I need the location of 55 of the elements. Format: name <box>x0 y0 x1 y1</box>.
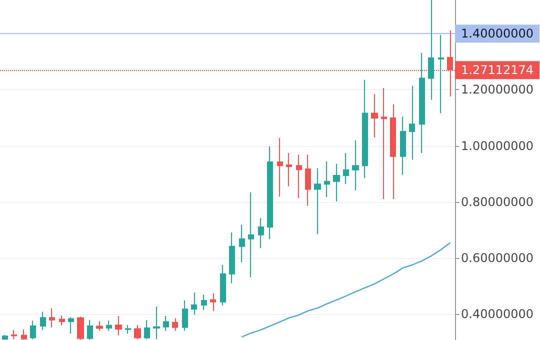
candlestick <box>144 320 150 340</box>
candlestick <box>409 85 415 160</box>
candlestick <box>96 320 103 332</box>
candlestick <box>267 146 273 240</box>
candlestick <box>296 154 302 199</box>
candlestick <box>115 316 122 336</box>
candlestick <box>419 52 425 154</box>
y-tick-label: 1.00000000 <box>461 138 534 153</box>
candlestick <box>333 163 340 202</box>
candlestick <box>134 324 141 340</box>
candlestick <box>438 34 444 114</box>
candlestick <box>239 224 245 263</box>
candlestick <box>390 104 396 200</box>
candlestick <box>106 320 112 332</box>
candlestick <box>248 192 254 278</box>
candlestick <box>40 311 46 330</box>
candlestick <box>210 292 216 312</box>
candlestick <box>77 316 84 340</box>
candlestick <box>352 140 359 191</box>
candlestick <box>381 88 387 200</box>
candlestick <box>172 318 178 332</box>
candlestick <box>400 116 406 176</box>
candlestick <box>428 0 434 100</box>
candlestick <box>49 308 55 328</box>
y-tick-label: 0.80000000 <box>461 194 534 209</box>
candlestick <box>258 218 264 249</box>
candlestick <box>229 232 235 284</box>
candlestick <box>125 324 131 334</box>
candlestick <box>59 315 65 326</box>
candlestick <box>324 160 330 198</box>
candlestick <box>305 154 311 206</box>
candlestick <box>21 328 27 340</box>
candlestick <box>277 137 283 197</box>
candlestick <box>343 152 349 185</box>
candlestick <box>286 152 292 187</box>
candlestick <box>201 294 207 311</box>
candlestick <box>153 306 160 340</box>
candlestick <box>362 79 368 178</box>
ref-line-label: 1.40000000 <box>461 26 534 41</box>
candlestick <box>30 320 36 340</box>
candlestick <box>2 334 8 340</box>
candlestick <box>163 315 169 332</box>
ref-line-label: 1.27112174 <box>461 63 534 78</box>
candlestick <box>87 319 93 340</box>
y-tick-label: 0.40000000 <box>461 306 534 321</box>
candlestick <box>68 316 74 334</box>
candlestick <box>182 300 188 332</box>
line-series <box>241 242 451 338</box>
candlestick <box>191 292 197 315</box>
y-tick-label: 0.60000000 <box>461 250 534 265</box>
candlestick <box>371 94 378 138</box>
y-tick-label: 1.20000000 <box>461 82 534 97</box>
candlestick <box>314 168 321 235</box>
candlestick <box>220 264 226 306</box>
candlestick <box>11 329 17 340</box>
